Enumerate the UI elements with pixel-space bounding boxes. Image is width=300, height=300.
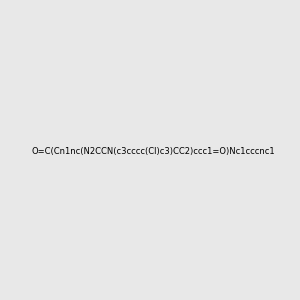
Text: O=C(Cn1nc(N2CCN(c3cccc(Cl)c3)CC2)ccc1=O)Nc1cccnc1: O=C(Cn1nc(N2CCN(c3cccc(Cl)c3)CC2)ccc1=O)… [32,147,276,156]
